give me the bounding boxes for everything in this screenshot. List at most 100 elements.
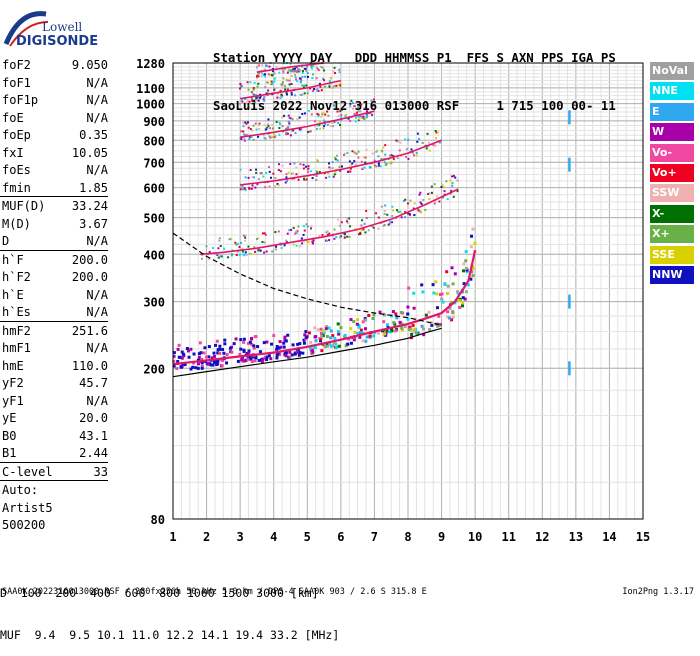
echo-point (362, 115, 365, 118)
echo-point (313, 346, 317, 350)
echo-point (262, 134, 265, 137)
echo-point (279, 345, 283, 349)
echo-point (252, 124, 255, 127)
echo-point (302, 86, 305, 89)
echo-point (450, 318, 454, 322)
echo-point (221, 358, 225, 362)
echo-point (321, 113, 324, 116)
y-tick-label: 1280 (136, 57, 165, 71)
echo-point (270, 342, 274, 346)
echo-point (249, 128, 252, 131)
echo-point (349, 341, 353, 345)
echo-point (244, 251, 247, 254)
echo-point (244, 121, 247, 124)
echo-point (413, 327, 417, 331)
param-value: 33.24 (71, 199, 108, 213)
echo-point (276, 351, 280, 355)
echo-point (351, 162, 354, 165)
echo-point (242, 125, 245, 128)
param-row: yE 20.0 (0, 409, 168, 427)
echo-point (249, 81, 252, 84)
echo-point (305, 223, 308, 226)
param-value: N/A (86, 93, 108, 107)
echo-point (324, 123, 327, 126)
echo-point (436, 131, 439, 134)
echo-point (253, 335, 257, 339)
echo-point (182, 354, 186, 358)
echo-point (349, 102, 352, 105)
echo-point (279, 170, 282, 173)
echo-point (393, 322, 397, 326)
echo-point (230, 237, 233, 240)
echo-point (282, 341, 286, 345)
echo-point (265, 355, 269, 359)
param-name: fmin (2, 180, 31, 195)
echo-point (361, 219, 364, 222)
echo-point (311, 73, 314, 76)
echo-point (238, 352, 242, 356)
echo-point (349, 327, 353, 331)
echo-point (264, 128, 267, 131)
echo-point (441, 196, 444, 199)
param-name: h`Es (2, 305, 31, 319)
echo-point (264, 234, 267, 237)
echo-point (440, 185, 443, 188)
echo-point (304, 335, 308, 339)
echo-point (416, 140, 419, 143)
echo-point (409, 199, 412, 202)
echo-point (290, 91, 293, 94)
echo-point (325, 324, 329, 328)
echo-point (296, 118, 299, 121)
echo-point (223, 247, 226, 250)
echo-point (259, 95, 262, 98)
echo-point (325, 231, 328, 234)
echo-point (257, 123, 260, 126)
echo-point (353, 160, 356, 163)
echo-point (392, 155, 395, 158)
legend-item: SSW (650, 184, 694, 203)
echo-point (286, 178, 289, 181)
echo-point (295, 244, 298, 247)
echo-point (311, 77, 314, 80)
echo-point (469, 245, 473, 249)
echo-point (416, 132, 419, 135)
echo-point (389, 162, 392, 165)
echo-point (391, 215, 394, 218)
echo-point (358, 118, 361, 121)
echo-point (301, 84, 304, 87)
echo-point (460, 304, 464, 308)
echo-point (352, 104, 355, 107)
echo-point (302, 167, 305, 170)
echo-point (315, 127, 318, 130)
echo-point (179, 365, 183, 369)
echo-point (336, 159, 339, 162)
echo-point (471, 274, 475, 278)
echo-point (385, 329, 389, 333)
echo-point (412, 291, 416, 295)
echo-point (298, 116, 301, 119)
echo-point (249, 357, 253, 361)
echo-point (247, 245, 250, 248)
echo-point (275, 347, 279, 351)
echo-point (329, 167, 332, 170)
echo-point (251, 176, 254, 179)
echo-point (430, 191, 433, 194)
echo-point (316, 66, 319, 69)
echo-point (446, 291, 450, 295)
echo-point (249, 169, 252, 172)
echo-point (238, 253, 241, 256)
echo-point (249, 253, 252, 256)
param-row: foF2 9.050 (0, 56, 168, 74)
echo-point (359, 328, 363, 332)
echo-point (352, 338, 356, 342)
echo-point (243, 359, 247, 363)
echo-point (285, 131, 288, 134)
echo-point (365, 112, 368, 115)
echo-point (300, 65, 303, 68)
echo-point (358, 335, 362, 339)
echo-point (284, 85, 287, 88)
echo-point (376, 331, 380, 335)
echo-point (315, 170, 318, 173)
echo-point (357, 115, 360, 118)
echo-point (319, 331, 323, 335)
